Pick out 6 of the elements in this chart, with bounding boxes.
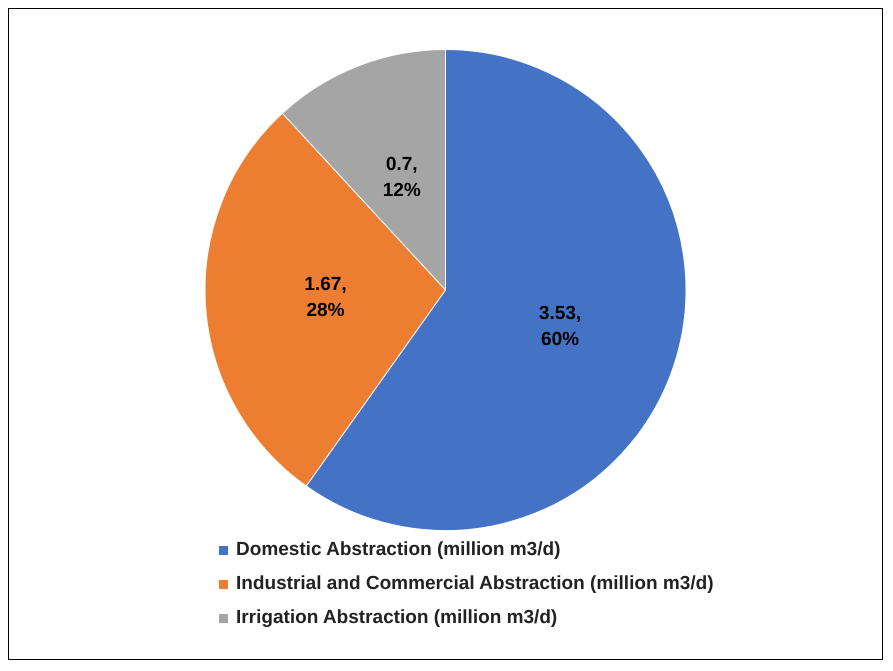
data-label: 3.53, 60% [538,302,582,350]
data-label: 1.67, 28% [304,274,347,321]
data-label: 0.7, 12% [382,154,421,202]
legend-label: Industrial and Commercial Abstraction (million m3/d) [236,573,714,595]
legend-label: Domestic Abstraction (million m3/d) [236,539,560,561]
legend-label: Irrigation Abstraction (million m3/d) [236,607,558,629]
